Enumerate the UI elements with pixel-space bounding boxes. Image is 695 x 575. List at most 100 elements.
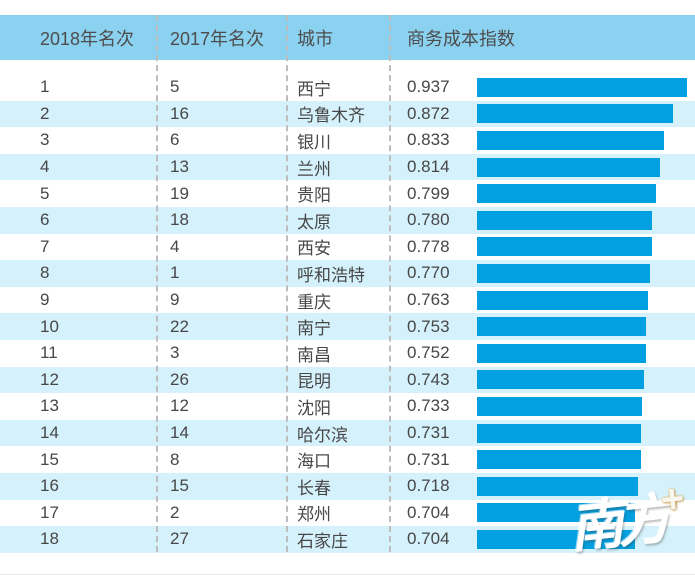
city-cell: 长春: [297, 478, 331, 498]
city-cell: 乌鲁木齐: [297, 106, 365, 126]
index-value: 0.704: [407, 502, 450, 522]
rank-2017-cell: 6: [170, 130, 180, 150]
index-cell: 0.799: [390, 184, 695, 204]
index-cell: 0.731: [390, 423, 695, 443]
index-value: 0.731: [407, 449, 450, 469]
table-row: 18 27 石家庄 0.704: [0, 526, 695, 553]
city-cell: 太原: [297, 212, 331, 232]
index-cell: 0.731: [390, 450, 695, 470]
index-bar: [477, 263, 650, 283]
index-value: 0.752: [407, 343, 450, 363]
index-value: 0.718: [407, 476, 450, 496]
index-value: 0.937: [407, 77, 450, 97]
index-bar: [477, 423, 642, 443]
rank-2018-cell: 3: [40, 130, 50, 150]
index-bar: [477, 130, 664, 150]
rank-2017-cell: 16: [170, 103, 189, 123]
rank-2017-cell: 12: [170, 396, 189, 416]
index-cell: 0.763: [390, 290, 695, 310]
index-cell: 0.752: [390, 343, 695, 363]
city-cell: 南昌: [297, 345, 331, 365]
rank-2017-cell: 19: [170, 183, 189, 203]
city-cell: 贵阳: [297, 186, 331, 206]
index-cell: 0.770: [390, 263, 695, 283]
index-value: 0.733: [407, 396, 450, 416]
index-bar: [477, 396, 642, 416]
rank-2018-cell: 5: [40, 183, 50, 203]
index-cell: 0.937: [390, 77, 695, 97]
city-cell: 石家庄: [297, 531, 348, 551]
rank-2018-cell: 9: [40, 290, 50, 310]
column-separator-1: [156, 15, 158, 552]
rank-2017-cell: 2: [170, 502, 180, 522]
index-cell: 0.704: [390, 503, 695, 523]
rank-2018-cell: 6: [40, 210, 50, 230]
rank-2018-cell: 12: [40, 369, 59, 389]
header-rank-2018: 2018年名次: [40, 28, 135, 49]
table-row: 12 26 昆明 0.743: [0, 366, 695, 394]
rank-2017-cell: 13: [170, 157, 189, 177]
table-row: 5 19 贵阳 0.799: [0, 180, 695, 207]
index-bar: [477, 290, 649, 310]
index-value: 0.731: [407, 423, 450, 443]
rank-2018-cell: 10: [40, 316, 59, 336]
index-bar: [477, 476, 639, 496]
rank-2017-cell: 22: [170, 316, 189, 336]
table-row: 1 5 西宁 0.937: [0, 74, 695, 101]
rank-2017-cell: 9: [170, 290, 180, 310]
column-separator-3: [389, 15, 391, 552]
city-cell: 沈阳: [297, 398, 331, 418]
index-value: 0.753: [407, 316, 450, 336]
rank-2018-cell: 11: [40, 343, 58, 363]
index-cell: 0.872: [390, 104, 695, 124]
city-cell: 西宁: [297, 79, 331, 99]
table-body: 1 5 西宁 0.937 2 16 乌鲁木齐 0.872 3 6 银川 0.833 4 13 兰州 0.814…: [0, 74, 695, 553]
header-index: 商务成本指数: [407, 28, 515, 49]
rank-2017-cell: 5: [170, 77, 180, 97]
table-row: 9 9 重庆 0.763: [0, 287, 695, 314]
index-value: 0.814: [407, 157, 450, 177]
rank-2017-cell: 27: [170, 529, 189, 549]
table-row: 13 12 沈阳 0.733: [0, 393, 695, 420]
table-row: 4 13 兰州 0.814: [0, 153, 695, 181]
header-rank-2017: 2017年名次: [170, 28, 265, 49]
index-bar: [477, 503, 635, 523]
index-bar: [477, 237, 652, 257]
index-cell: 0.733: [390, 396, 695, 416]
index-bar: [477, 184, 657, 204]
index-value: 0.780: [407, 210, 450, 230]
index-bar: [477, 317, 646, 337]
index-bar: [477, 529, 635, 549]
table-row: 6 18 太原 0.780: [0, 206, 695, 234]
index-value: 0.743: [407, 369, 450, 389]
city-cell: 兰州: [297, 159, 331, 179]
city-cell: 郑州: [297, 505, 331, 525]
rank-2018-cell: 15: [40, 449, 59, 469]
index-bar: [477, 343, 646, 363]
table-row: 14 14 哈尔滨 0.731: [0, 419, 695, 447]
rank-2018-cell: 7: [40, 236, 50, 256]
rank-2018-cell: 13: [40, 396, 59, 416]
index-cell: 0.718: [390, 476, 695, 496]
table-row: 16 15 长春 0.718: [0, 472, 695, 500]
city-cell: 呼和浩特: [297, 265, 365, 285]
rank-2018-cell: 17: [40, 502, 59, 522]
table-row: 2 16 乌鲁木齐 0.872: [0, 100, 695, 128]
table-row: 10 22 南宁 0.753: [0, 313, 695, 340]
rank-2018-cell: 16: [40, 476, 59, 496]
rank-2018-cell: 2: [40, 103, 50, 123]
index-bar: [477, 77, 688, 97]
city-cell: 昆明: [297, 372, 331, 392]
rank-2017-cell: 3: [170, 343, 180, 363]
rank-2017-cell: 4: [170, 236, 180, 256]
city-cell: 重庆: [297, 292, 331, 312]
rank-2018-cell: 1: [40, 77, 50, 97]
index-value: 0.704: [407, 529, 450, 549]
index-bar: [477, 104, 673, 124]
index-cell: 0.778: [390, 237, 695, 257]
rank-2017-cell: 26: [170, 369, 189, 389]
index-cell: 0.743: [390, 370, 695, 390]
index-bar: [477, 450, 642, 470]
city-cell: 西安: [297, 239, 331, 259]
rank-2017-cell: 15: [170, 476, 189, 496]
